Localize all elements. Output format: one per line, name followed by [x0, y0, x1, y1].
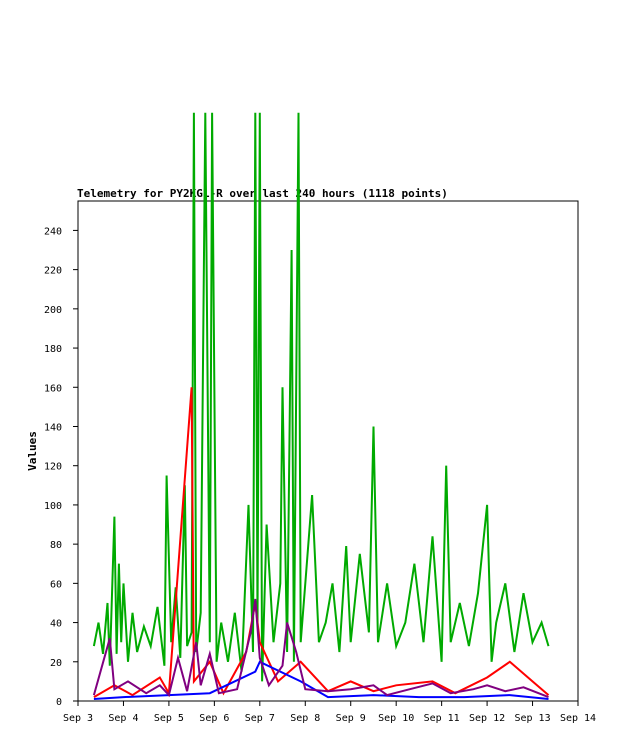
- y-tick-label: 0: [56, 697, 62, 708]
- y-tick-label: 100: [44, 501, 62, 512]
- y-tick-label: 20: [50, 658, 62, 669]
- x-axis: Sep 3 Sep 4 Sep 5 Sep 6 Sep 7 Sep 8 Sep 9 Sep 1…: [63, 701, 596, 724]
- y-tick-label: 200: [44, 305, 62, 316]
- y-axis-label: Values: [26, 431, 39, 471]
- y-tick-label: 240: [44, 226, 62, 237]
- x-tick-label: Sep 10: [378, 713, 414, 724]
- x-tick-label: Sep 6: [199, 713, 229, 724]
- y-tick-label: 120: [44, 462, 62, 473]
- y-tick-label: 180: [44, 344, 62, 355]
- plot-frame: [77, 200, 579, 702]
- y-tick-label: 140: [44, 422, 62, 433]
- x-tick-label: Sep 7: [245, 713, 275, 724]
- x-tick-label: Sep 14: [560, 713, 596, 724]
- series-layer: [92, 112, 550, 700]
- x-tick-label: Sep 4: [108, 713, 138, 724]
- x-tick-label: Sep 12: [469, 713, 505, 724]
- y-tick-label: 80: [50, 540, 62, 551]
- x-tick-label: Sep 9: [336, 713, 366, 724]
- x-tick-label: Sep 3: [63, 713, 93, 724]
- x-tick-label: Sep 11: [424, 713, 460, 724]
- series-line-3: [92, 598, 549, 699]
- series-line-0: [92, 112, 550, 682]
- y-axis: 0 20 40 60 80 100 120 140 160 180 200 220 240: [44, 226, 78, 708]
- x-tick-label: Sep 5: [154, 713, 184, 724]
- y-tick-label: 220: [44, 266, 62, 277]
- y-tick-label: 40: [50, 619, 62, 630]
- x-tick-label: Sep 13: [514, 713, 550, 724]
- x-tick-label: Sep 8: [290, 713, 320, 724]
- y-tick-label: 60: [50, 579, 62, 590]
- y-tick-label: 160: [44, 383, 62, 394]
- chart-title: Telemetry for PY2KGL-R over last 240 hou…: [77, 187, 448, 200]
